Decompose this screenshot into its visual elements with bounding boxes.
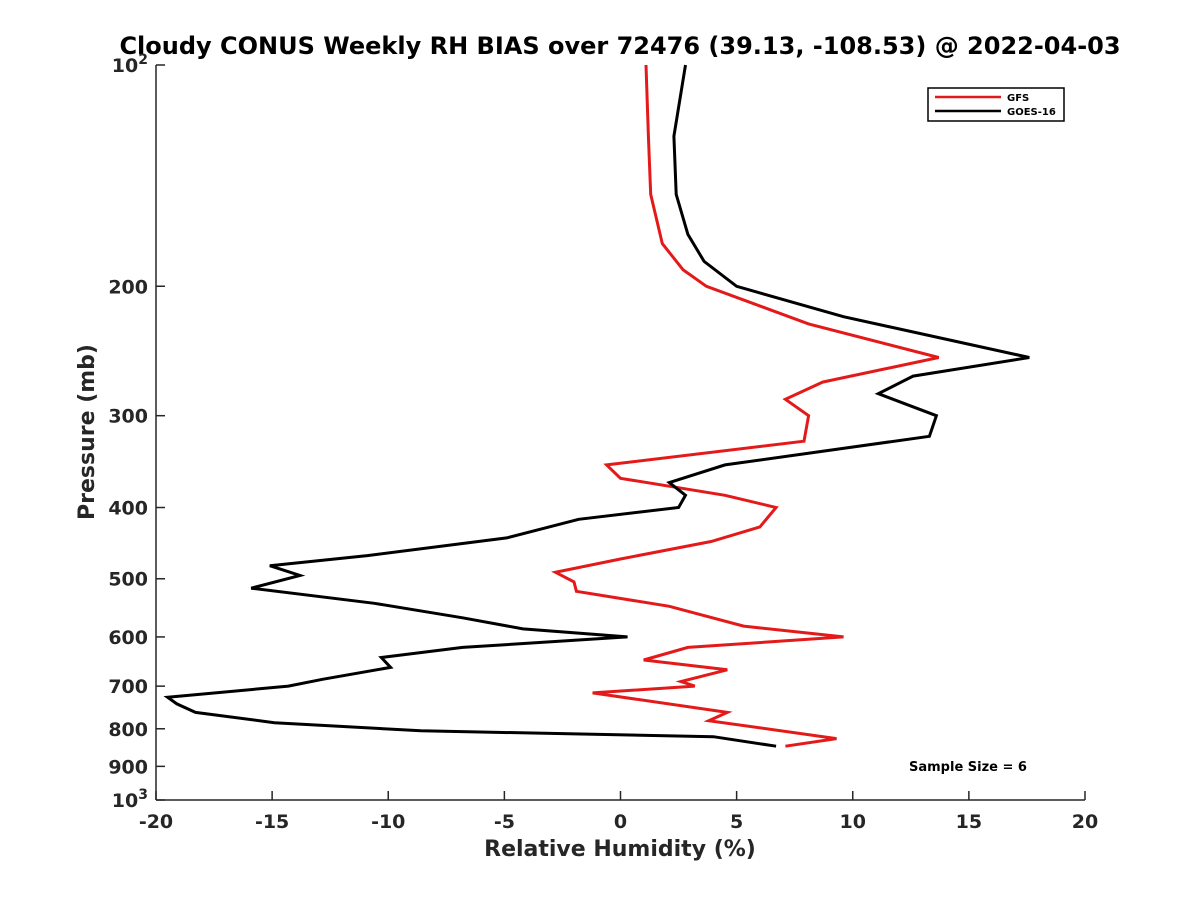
x-tick-label: -20 xyxy=(139,811,173,833)
legend-label-gfs: GFS xyxy=(1007,93,1029,104)
y-tick-label: 700 xyxy=(108,676,148,698)
legend-box xyxy=(927,87,1065,122)
plot-lines xyxy=(163,64,1030,748)
y-tick-label: 800 xyxy=(108,719,148,741)
x-tick-label: -15 xyxy=(255,811,289,833)
x-ticks: -20 -15 -10 -5 0 5 10 15 20 xyxy=(139,791,1098,833)
x-tick-label: 10 xyxy=(840,811,866,833)
y-tick-label: 102 xyxy=(112,52,148,77)
x-tick-label: -5 xyxy=(494,811,515,833)
y-tick-label: 500 xyxy=(108,569,148,591)
y-tick-label: 400 xyxy=(108,498,148,520)
y-tick-label: 300 xyxy=(108,406,148,428)
series-line-gfs xyxy=(551,64,940,748)
y-tick-label: 103 xyxy=(112,787,148,812)
x-tick-label: 20 xyxy=(1072,811,1098,833)
y-tick-label: 600 xyxy=(108,627,148,649)
legend: GFS GOES-16 xyxy=(927,87,1065,122)
chart-title: Cloudy CONUS Weekly RH BIAS over 72476 (… xyxy=(119,32,1120,60)
y-axis-label: Pressure (mb) xyxy=(75,344,100,520)
sample-size-note: Sample Size = 6 xyxy=(909,760,1027,775)
y-tick-label: 900 xyxy=(108,756,148,778)
x-tick-label: 15 xyxy=(956,811,982,833)
x-tick-label: 0 xyxy=(614,811,627,833)
x-tick-label: 5 xyxy=(730,811,743,833)
series-line-goes-16 xyxy=(163,64,1030,748)
legend-label-goes16: GOES-16 xyxy=(1007,107,1056,118)
y-tick-label: 200 xyxy=(108,276,148,298)
x-axis-label: Relative Humidity (%) xyxy=(484,837,756,862)
x-tick-label: -10 xyxy=(371,811,405,833)
y-ticks: 102 200 300 400 500 600 700 800 900 103 xyxy=(108,52,165,812)
